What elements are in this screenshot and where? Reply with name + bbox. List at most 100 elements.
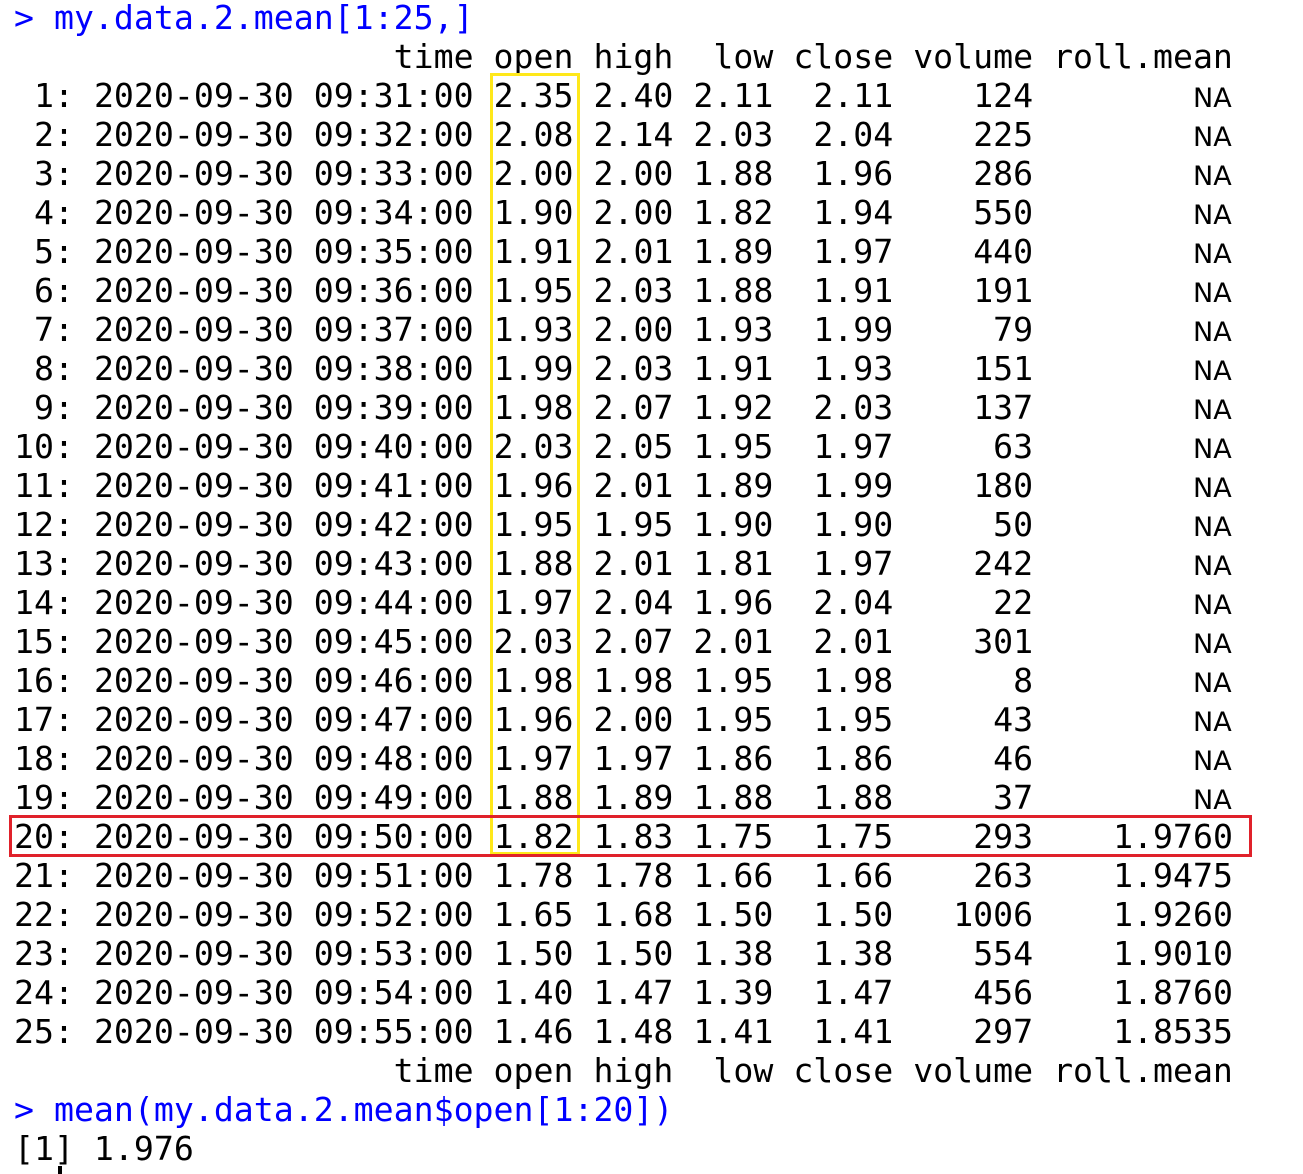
cell-roll-mean: 1.9760	[1113, 817, 1233, 856]
cell-volume: 297	[973, 1012, 1034, 1051]
cell-low: 1.96	[693, 583, 774, 622]
cell-time: 2020-09-30 09:49:00	[93, 778, 474, 817]
header-low: low	[713, 37, 774, 76]
cell-low: 1.93	[693, 310, 774, 349]
cell-time: 2020-09-30 09:45:00	[93, 622, 474, 661]
row-index: 1:	[33, 76, 74, 115]
footer-time: time	[14, 1051, 474, 1090]
text-cursor	[58, 1166, 62, 1174]
cell-open: 1.82	[493, 817, 574, 856]
cell-time: 2020-09-30 09:31:00	[93, 76, 474, 115]
header-roll-mean: roll.mean	[1053, 37, 1233, 76]
cell-high: 2.14	[593, 115, 674, 154]
table-row: 11: 2020-09-30 09:41:00 1.96 2.01 1.89 1…	[14, 466, 1232, 505]
row-index: 14:	[14, 583, 74, 622]
cell-open: 1.96	[493, 466, 574, 505]
cell-open: 1.97	[493, 583, 574, 622]
cell-high: 1.95	[593, 505, 674, 544]
row-index: 2:	[33, 115, 74, 154]
cell-roll-mean: 1.8760	[1113, 973, 1233, 1012]
cell-close: 2.04	[813, 115, 894, 154]
cell-high: 1.89	[593, 778, 674, 817]
cell-low: 2.01	[693, 622, 774, 661]
cell-volume: 37	[993, 778, 1034, 817]
cell-close: 1.99	[813, 310, 894, 349]
cell-close: 1.88	[813, 778, 894, 817]
row-index: 5:	[33, 232, 74, 271]
row-index: 17:	[14, 700, 74, 739]
cell-high: 2.00	[593, 700, 674, 739]
header-high: high	[593, 37, 674, 76]
cell-open: 2.00	[493, 154, 574, 193]
table-row: 25: 2020-09-30 09:55:00 1.46 1.48 1.41 1…	[14, 1012, 1233, 1051]
cell-time: 2020-09-30 09:47:00	[93, 700, 474, 739]
command-line-1: > my.data.2.mean[1:25,]	[14, 0, 474, 37]
cell-high: 1.48	[593, 1012, 674, 1051]
cell-volume: 22	[993, 583, 1034, 622]
footer-volume: volume	[913, 1051, 1034, 1090]
cell-roll-mean: 1.8535	[1113, 1012, 1233, 1051]
table-row: 6: 2020-09-30 09:36:00 1.95 2.03 1.88 1.…	[14, 271, 1232, 310]
header-volume: volume	[913, 37, 1034, 76]
cell-low: 1.92	[693, 388, 774, 427]
table-row: 12: 2020-09-30 09:42:00 1.95 1.95 1.90 1…	[14, 505, 1232, 544]
cell-high: 1.97	[593, 739, 674, 778]
cell-high: 2.01	[593, 232, 674, 271]
footer-roll-mean: roll.mean	[1053, 1051, 1233, 1090]
cell-low: 1.38	[693, 934, 774, 973]
cell-time: 2020-09-30 09:44:00	[93, 583, 474, 622]
cell-volume: 301	[973, 622, 1034, 661]
table-row: 3: 2020-09-30 09:33:00 2.00 2.00 1.88 1.…	[14, 154, 1232, 193]
table-row: 8: 2020-09-30 09:38:00 1.99 2.03 1.91 1.…	[14, 349, 1232, 388]
cell-high: 1.47	[593, 973, 674, 1012]
cell-time: 2020-09-30 09:33:00	[93, 154, 474, 193]
table-row: 9: 2020-09-30 09:39:00 1.98 2.07 1.92 2.…	[14, 388, 1232, 427]
prompt: >	[14, 1090, 54, 1129]
cell-volume: 137	[973, 388, 1034, 427]
cell-open: 1.95	[493, 271, 574, 310]
table-header-bottom: time open high low close volume roll.mea…	[14, 1051, 1233, 1090]
cell-low: 1.50	[693, 895, 774, 934]
cell-low: 1.86	[693, 739, 774, 778]
cell-low: 1.95	[693, 427, 774, 466]
cell-roll-mean: NA	[1193, 590, 1232, 621]
cell-high: 2.01	[593, 544, 674, 583]
row-index: 6:	[33, 271, 74, 310]
cell-roll-mean: 1.9010	[1113, 934, 1233, 973]
cell-volume: 456	[973, 973, 1034, 1012]
cell-volume: 263	[973, 856, 1034, 895]
cell-open: 1.99	[493, 349, 574, 388]
cell-volume: 50	[993, 505, 1034, 544]
cell-high: 2.40	[593, 76, 674, 115]
cell-time: 2020-09-30 09:54:00	[93, 973, 474, 1012]
table-row: 13: 2020-09-30 09:43:00 1.88 2.01 1.81 1…	[14, 544, 1232, 583]
cell-close: 2.11	[813, 76, 894, 115]
cell-close: 1.93	[813, 349, 894, 388]
cell-close: 1.41	[813, 1012, 894, 1051]
table-row: 24: 2020-09-30 09:54:00 1.40 1.47 1.39 1…	[14, 973, 1233, 1012]
table-row: 17: 2020-09-30 09:47:00 1.96 2.00 1.95 1…	[14, 700, 1232, 739]
cell-low: 1.88	[693, 154, 774, 193]
cell-time: 2020-09-30 09:53:00	[93, 934, 474, 973]
cell-low: 1.41	[693, 1012, 774, 1051]
table-row: 15: 2020-09-30 09:45:00 2.03 2.07 2.01 2…	[14, 622, 1232, 661]
cell-time: 2020-09-30 09:34:00	[93, 193, 474, 232]
row-index: 13:	[14, 544, 74, 583]
row-index: 19:	[14, 778, 74, 817]
cell-open: 1.98	[493, 661, 574, 700]
cell-close: 1.66	[813, 856, 894, 895]
cell-roll-mean: NA	[1192, 668, 1232, 699]
header-open: open	[493, 37, 574, 76]
cell-time: 2020-09-30 09:40:00	[93, 427, 474, 466]
cell-time: 2020-09-30 09:38:00	[93, 349, 474, 388]
row-index: 16:	[14, 661, 74, 700]
cell-high: 1.78	[593, 856, 674, 895]
cell-close: 1.99	[813, 466, 894, 505]
table-row: 4: 2020-09-30 09:34:00 1.90 2.00 1.82 1.…	[14, 193, 1232, 232]
cell-volume: 63	[993, 427, 1034, 466]
cell-low: 1.75	[693, 817, 774, 856]
row-index: 12:	[14, 505, 74, 544]
cell-time: 2020-09-30 09:32:00	[93, 115, 474, 154]
cell-volume: 554	[973, 934, 1034, 973]
